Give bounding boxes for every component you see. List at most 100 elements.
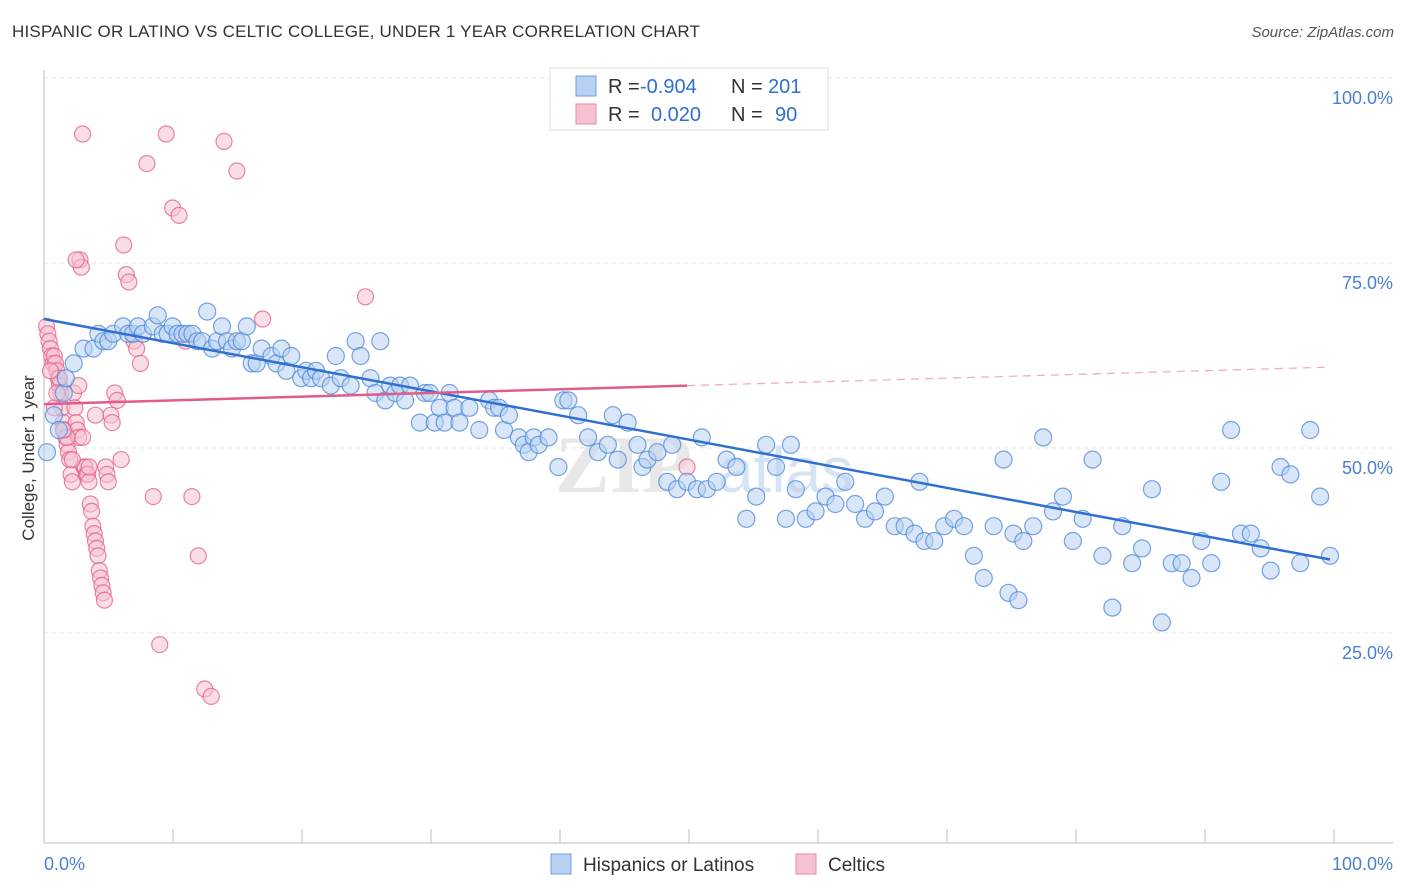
y-tick-label-25: 25.0% [1342,643,1393,663]
celtics-point-63 [157,125,175,143]
hispanic-point-171 [1291,554,1310,573]
series-hispanics [37,302,1340,632]
hispanic-point-112 [747,487,766,506]
celtics-point-45 [95,591,114,609]
hispanic-point-113 [757,435,776,454]
legend-r-label-1: R = [608,104,640,126]
hispanic-point-95 [608,450,627,469]
legend-n-label-1: N = [731,104,763,126]
x-tick-label-0: 0.0% [44,854,85,874]
hispanic-point-143 [1014,531,1033,551]
hispanic-point-5 [64,354,83,373]
celtics-point-50 [103,414,121,432]
celtics-point-82 [80,458,98,476]
hispanic-point-138 [984,517,1003,536]
hispanic-point-150 [1083,450,1102,469]
hispanic-point-93 [598,435,617,454]
hispanic-point-28 [198,302,217,321]
hispanic-point-119 [806,502,825,521]
source-label: Source: ZipAtlas.com [1251,24,1394,41]
hispanic-point-114 [766,457,786,477]
hispanic-point-125 [865,502,885,521]
celtics-point-60 [138,155,156,173]
celtics-point-73 [254,310,272,328]
celtics-point-70 [202,687,220,706]
hispanic-point-164 [1221,420,1241,440]
celtics-point-74 [356,288,375,306]
celtics-point-75 [678,458,696,476]
hispanic-point-139 [994,450,1013,469]
trend-celtics-dashed [686,366,1331,387]
hispanic-point-116 [781,435,800,454]
celtics-point-68 [189,547,207,565]
hispanic-point-166 [1241,524,1260,543]
hispanic-point-172 [1301,420,1320,440]
celtics-point-20 [63,473,81,491]
celtics-point-67 [183,488,201,506]
y-tick-label-50: 50.0% [1342,458,1393,478]
hispanic-point-162 [1202,554,1221,573]
hispanic-point-100 [648,443,667,462]
hispanic-point-148 [1063,531,1082,551]
hispanic-point-51 [326,346,345,366]
celtics-point-52 [108,391,126,409]
hispanic-point-115 [776,509,796,528]
y-tick-label-75: 75.0% [1342,273,1393,293]
celtics-point-61 [144,488,162,506]
hispanic-point-0 [37,443,57,462]
hispanic-point-111 [737,509,756,528]
legend-n-label-0: N = [731,76,763,98]
hispanic-point-2 [49,420,68,440]
hispanic-point-159 [1172,554,1191,573]
celtics-point-65 [170,206,188,224]
celtics-point-56 [120,273,138,291]
celtics-point-83 [86,406,105,424]
chart-title: HISPANIC OR LATINO VS CELTIC COLLEGE, UN… [12,22,701,41]
hispanic-point-4 [56,369,75,388]
y-tick-labels: 25.0% 50.0% 75.0% 100.0% [1332,88,1393,663]
hispanic-point-94 [603,406,622,425]
hispanic-point-44 [282,346,301,366]
y-tick-label-100: 100.0% [1332,88,1393,108]
celtics-point-40 [89,547,107,565]
celtics-point-81 [63,451,81,469]
legend-swatch-celtics [575,103,597,125]
legend-r-value-0: -0.904 [640,76,697,98]
celtics-point-35 [82,502,101,520]
celtics-point-62 [151,635,169,654]
hispanic-point-174 [1320,546,1340,565]
celtics-point-58 [127,340,146,358]
hispanic-point-53 [341,376,360,395]
celtics-point-77 [67,251,85,269]
x-ticks [172,829,1335,843]
celtics-point-54 [115,236,133,254]
hispanic-point-123 [846,494,865,514]
legend-n-value-0: 201 [768,76,801,98]
hispanic-point-117 [786,480,805,499]
trend-lines [43,317,1331,561]
hispanic-point-58 [371,332,390,351]
hispanic-point-163 [1212,472,1231,491]
hispanic-point-80 [499,406,519,425]
legend-swatch-hispanic [575,75,597,97]
hispanic-point-108 [707,472,726,491]
hispanic-point-132 [925,531,944,551]
hispanic-point-156 [1142,480,1162,499]
hispanic-point-145 [1034,428,1053,447]
trend-hispanic [43,317,1331,561]
bottom-legend: Hispanics or Latinos Celtics [550,853,885,876]
celtics-point-33 [80,473,98,491]
hispanic-point-147 [1053,487,1073,506]
hispanic-point-122 [836,472,855,491]
hispanic-point-155 [1132,539,1152,558]
bottom-legend-swatch-celtics [795,853,817,875]
hispanic-point-170 [1281,465,1300,484]
celtics-point-53 [112,451,130,469]
celtics-point-86 [41,362,60,380]
hispanic-point-55 [351,346,370,366]
hispanic-point-87 [549,457,568,477]
celtics-point-72 [228,162,246,180]
hispanic-point-97 [628,435,647,454]
celtics-point-76 [73,125,92,143]
hispanic-point-137 [974,568,993,588]
